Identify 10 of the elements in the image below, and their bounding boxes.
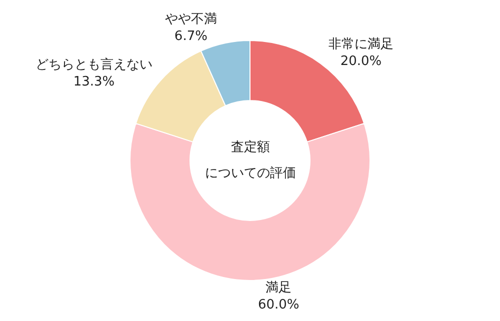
text: 査定額 (231, 140, 270, 155)
data-label: 6.7% (174, 28, 208, 44)
data-label: 60.0% (258, 297, 300, 312)
slice-label: 非常に満足 (328, 37, 394, 52)
slice-label: どちらとも言えない (36, 56, 153, 72)
data-label: 13.3% (73, 74, 115, 90)
slice-label: やや不満 (164, 12, 217, 27)
text: についての評価 (205, 166, 296, 181)
slice-label: 満足 (266, 280, 292, 296)
data-label: 20.0% (340, 54, 382, 69)
